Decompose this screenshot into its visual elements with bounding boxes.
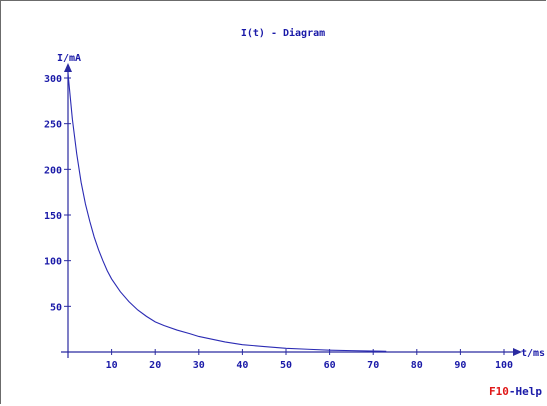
y-tick-label-100: 100 [44, 257, 62, 268]
x-axis-arrow [513, 348, 522, 356]
x-axis-label: t/ms [521, 348, 545, 359]
y-tick-label-150: 150 [44, 211, 62, 222]
series-layer [67, 73, 387, 352]
help-text: -Help [508, 385, 542, 398]
x-tick-label-50: 50 [280, 360, 292, 371]
y-tick-label-50: 50 [50, 302, 62, 313]
x-tick-label-60: 60 [324, 360, 336, 371]
y-axis-label: I/mA [57, 53, 81, 64]
series-line-0 [67, 73, 387, 352]
axes [61, 63, 522, 358]
help-key: F10 [489, 385, 509, 398]
x-tick-label-70: 70 [367, 360, 379, 371]
y-tick-label-250: 250 [44, 120, 62, 131]
x-tick-label-30: 30 [193, 360, 205, 371]
x-tick-label-40: 40 [236, 360, 248, 371]
y-axis-arrow [64, 63, 72, 72]
x-tick-label-100: 100 [495, 360, 513, 371]
x-tick-label-10: 10 [106, 360, 118, 371]
x-tick-label-90: 90 [454, 360, 466, 371]
y-tick-label-300: 300 [44, 74, 62, 85]
x-tick-label-80: 80 [411, 360, 423, 371]
x-tick-label-20: 20 [149, 360, 161, 371]
y-tick-label-200: 200 [44, 165, 62, 176]
help-hint[interactable]: F10-Help [489, 385, 542, 398]
chart-title: I(t) - Diagram [241, 27, 325, 39]
ticks: 10 20 30 40 50 60 70 80 90 100 50 100 150 200 250 300 [44, 74, 513, 371]
